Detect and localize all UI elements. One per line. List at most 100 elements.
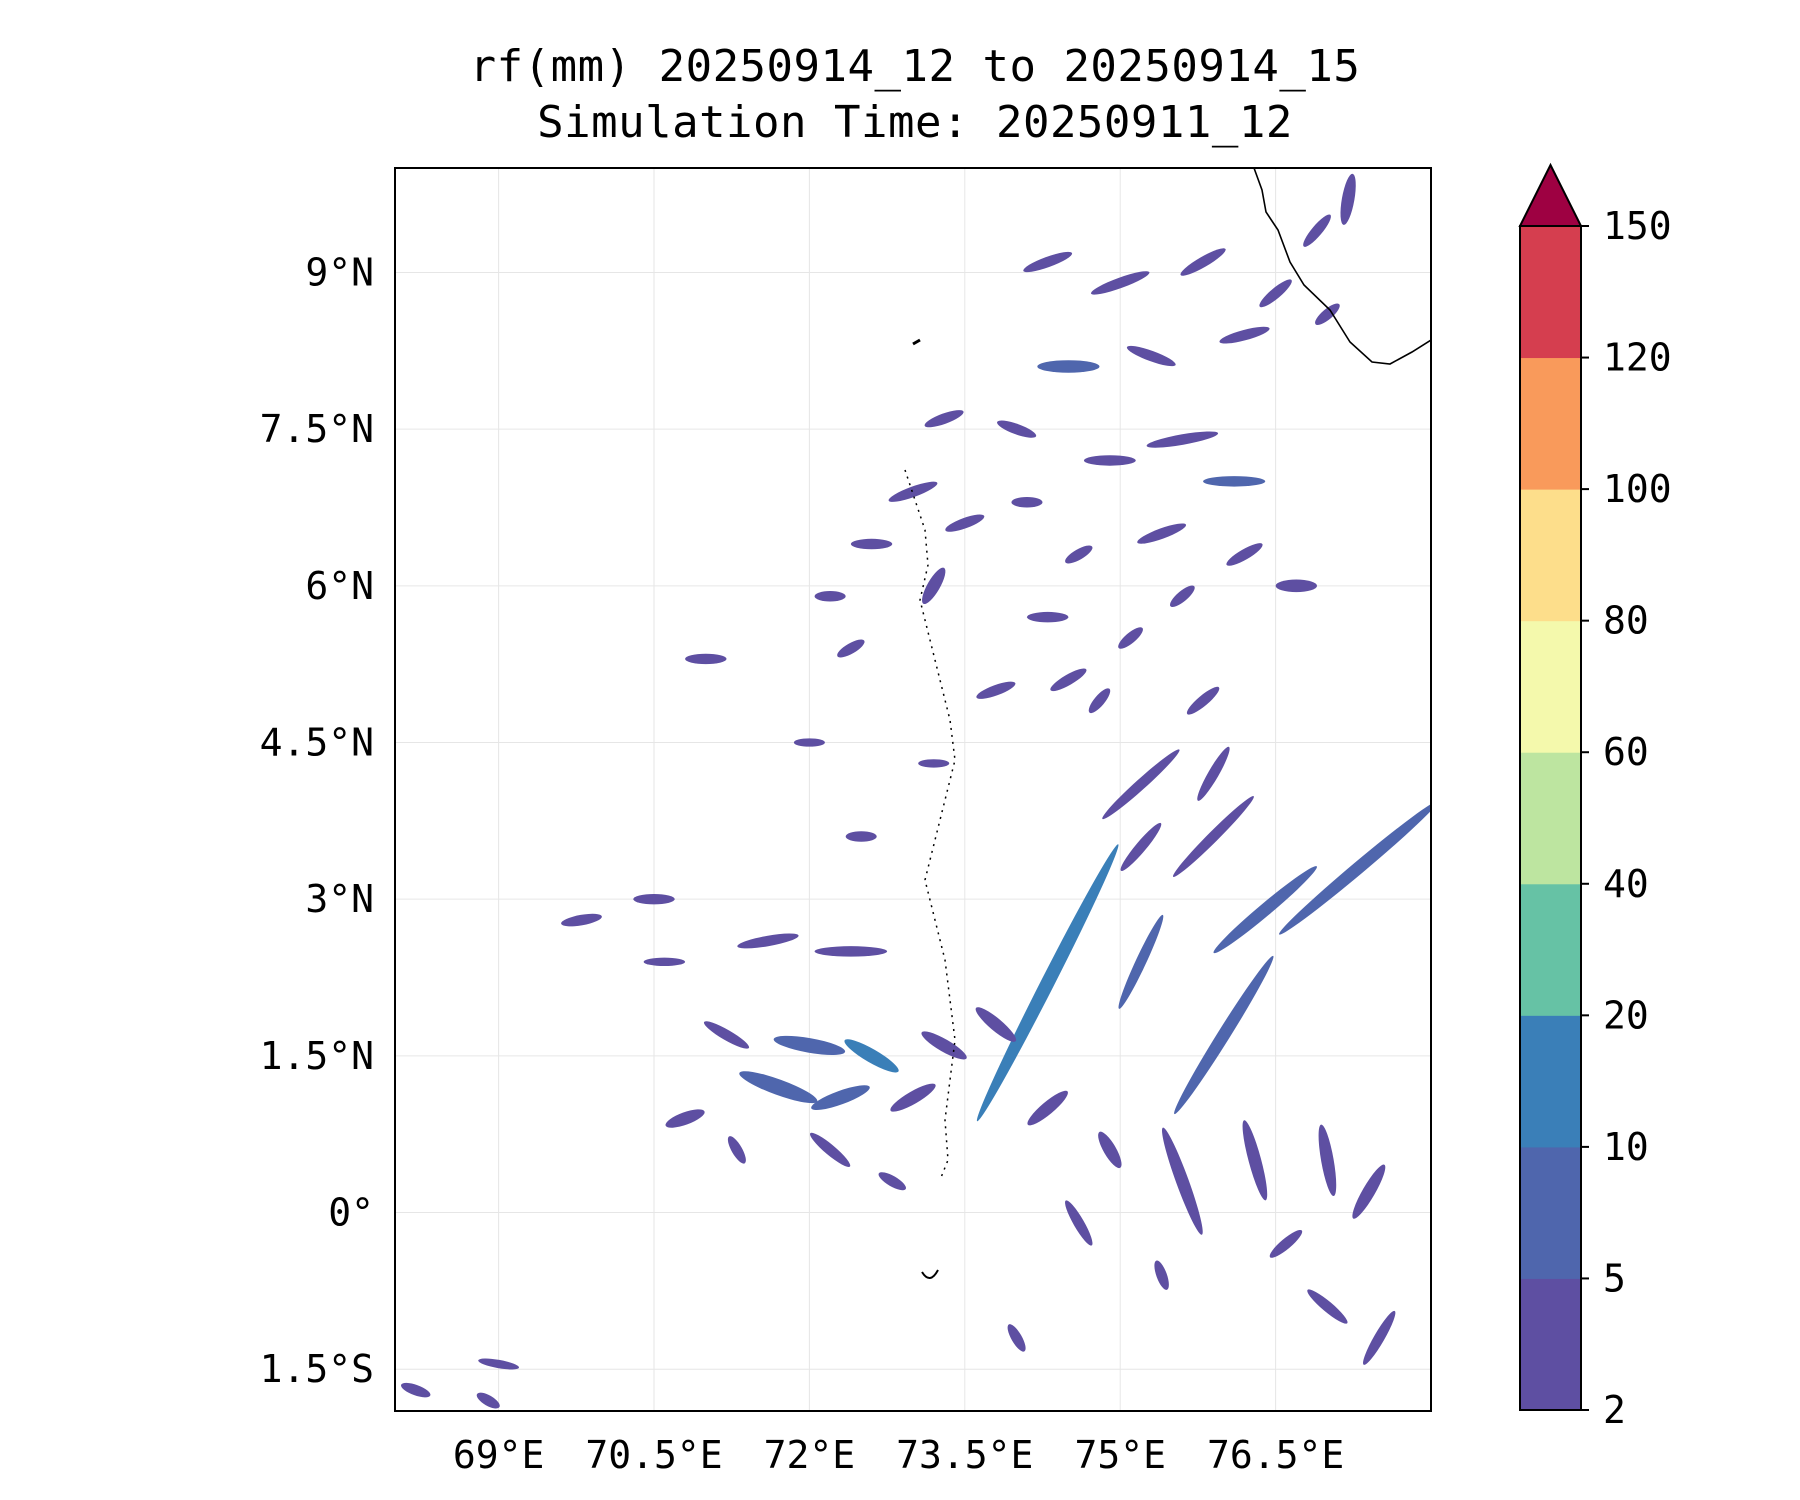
- colorbar-segment: [1520, 752, 1581, 885]
- rain-cell: [1180, 248, 1226, 276]
- rain-cell: [739, 1071, 818, 1104]
- colorbar-frame: [1519, 225, 1582, 1411]
- map-frame: [394, 167, 1432, 1412]
- rain-cell: [633, 893, 675, 905]
- rain-cell: [845, 831, 877, 842]
- x-tick-label: 76.5°E: [1207, 1433, 1344, 1477]
- rain-cell: [1162, 1127, 1203, 1235]
- colorbar-segment: [1520, 1015, 1581, 1148]
- rain-cell: [793, 738, 825, 747]
- rain-cell: [837, 639, 865, 658]
- colorbar-segment: [1520, 226, 1581, 359]
- rain-cell: [1090, 271, 1150, 295]
- y-tick-label: 4.5°N: [260, 720, 374, 764]
- colorbar-label: 5: [1603, 1256, 1626, 1300]
- rain-cell: [1102, 749, 1180, 820]
- maldives-atolls: [904, 469, 956, 1181]
- rain-cell: [975, 1007, 1017, 1042]
- rain-cell: [1219, 326, 1270, 344]
- rain-cell: [1154, 1260, 1169, 1290]
- rain-cell: [1203, 476, 1266, 487]
- rain-cell: [1303, 214, 1331, 247]
- rain-cell: [401, 1382, 431, 1398]
- rain-cell: [727, 1136, 746, 1164]
- rain-cell: [814, 946, 888, 957]
- rain-cell: [1279, 801, 1431, 935]
- map-subtitle: Simulation Time: 20250911_12: [537, 97, 1293, 148]
- y-tick-label: 1.5°S: [260, 1347, 374, 1391]
- rain-cell: [850, 538, 893, 550]
- rain-cell: [703, 1021, 750, 1049]
- rain-cell: [1026, 611, 1069, 623]
- colorbar-label: 10: [1603, 1125, 1649, 1169]
- rain-cell: [561, 913, 602, 927]
- rain-cell: [1088, 688, 1111, 714]
- rain-cell: [1126, 345, 1176, 367]
- rain-cell: [773, 1035, 846, 1055]
- rain-cell: [976, 681, 1016, 699]
- y-tick-label: 6°N: [305, 564, 374, 608]
- x-tick-label: 69°E: [453, 1433, 545, 1477]
- colorbar-extend-arrow: [1518, 162, 1583, 227]
- rain-cell: [1259, 279, 1292, 308]
- y-tick-label: 1.5°N: [260, 1034, 374, 1078]
- rain-cell: [1315, 303, 1340, 325]
- rain-cell: [1007, 1324, 1026, 1352]
- rain-cell: [1065, 545, 1093, 564]
- india-coastline: [1253, 168, 1431, 365]
- colorbar-label: 40: [1603, 862, 1649, 906]
- rain-cell: [1318, 1124, 1337, 1197]
- rain-cell: [918, 759, 950, 768]
- rain-cell: [476, 1392, 500, 1409]
- x-tick-label: 70.5°E: [585, 1433, 722, 1477]
- rain-cell: [976, 844, 1119, 1122]
- rain-cell: [1023, 251, 1073, 273]
- rain-cell: [1363, 1310, 1396, 1365]
- x-tick-label: 73.5°E: [896, 1433, 1033, 1477]
- rain-cell: [1037, 360, 1100, 373]
- colorbar-segment: [1520, 883, 1581, 1016]
- rain-cell: [1307, 1289, 1348, 1324]
- rain-cell: [1065, 1200, 1093, 1246]
- colorbar-label: 80: [1603, 599, 1649, 643]
- colorbar-label: 20: [1603, 993, 1649, 1037]
- rain-cell: [922, 567, 946, 605]
- rain-cell: [1352, 1164, 1386, 1219]
- rain-cell: [1118, 627, 1143, 649]
- coastlines: [904, 168, 1431, 1279]
- colorbar-segment: [1520, 1278, 1581, 1411]
- rain-cell: [643, 957, 686, 967]
- rain-cell: [665, 1109, 705, 1128]
- latitude-ticks: 9°N 7.5°N 6°N 4.5°N 3°N 1.5°N 0° 1.5°S: [260, 250, 374, 1391]
- rain-cell: [1011, 497, 1043, 508]
- x-tick-label: 75°E: [1074, 1433, 1166, 1477]
- rain-cell: [945, 514, 985, 532]
- rain-cell: [1213, 866, 1317, 954]
- y-tick-label: 7.5°N: [260, 407, 374, 451]
- rain-cell: [997, 420, 1037, 438]
- colorbar-label: 60: [1603, 730, 1649, 774]
- colorbar-segment: [1520, 489, 1581, 622]
- rain-cell: [1172, 796, 1254, 877]
- rain-cell: [1083, 455, 1136, 466]
- rain-cell: [1197, 746, 1230, 801]
- colorbar-label: 2: [1603, 1388, 1626, 1432]
- rain-cell: [890, 1083, 936, 1112]
- rain-cell: [888, 481, 938, 502]
- colorbar-segment: [1520, 620, 1581, 753]
- colorbar-label: 100: [1603, 467, 1672, 511]
- rain-cell: [1340, 173, 1356, 225]
- rain-cell: [814, 591, 846, 602]
- rain-cell: [1174, 955, 1274, 1115]
- rain-cell: [1118, 914, 1164, 1009]
- rain-cell: [1098, 1131, 1122, 1169]
- rainfall-contours: [401, 173, 1431, 1409]
- rain-cell: [1186, 686, 1220, 715]
- longitude-ticks: 69°E 70.5°E 72°E 73.5°E 75°E 76.5°E: [453, 1433, 1344, 1477]
- colorbar-segment: [1520, 1146, 1581, 1279]
- colorbar-segment: [1520, 357, 1581, 490]
- map-title: rf(mm) 20250914_12 to 20250914_15: [469, 41, 1361, 92]
- rain-cell: [924, 410, 964, 428]
- y-tick-label: 9°N: [305, 250, 374, 294]
